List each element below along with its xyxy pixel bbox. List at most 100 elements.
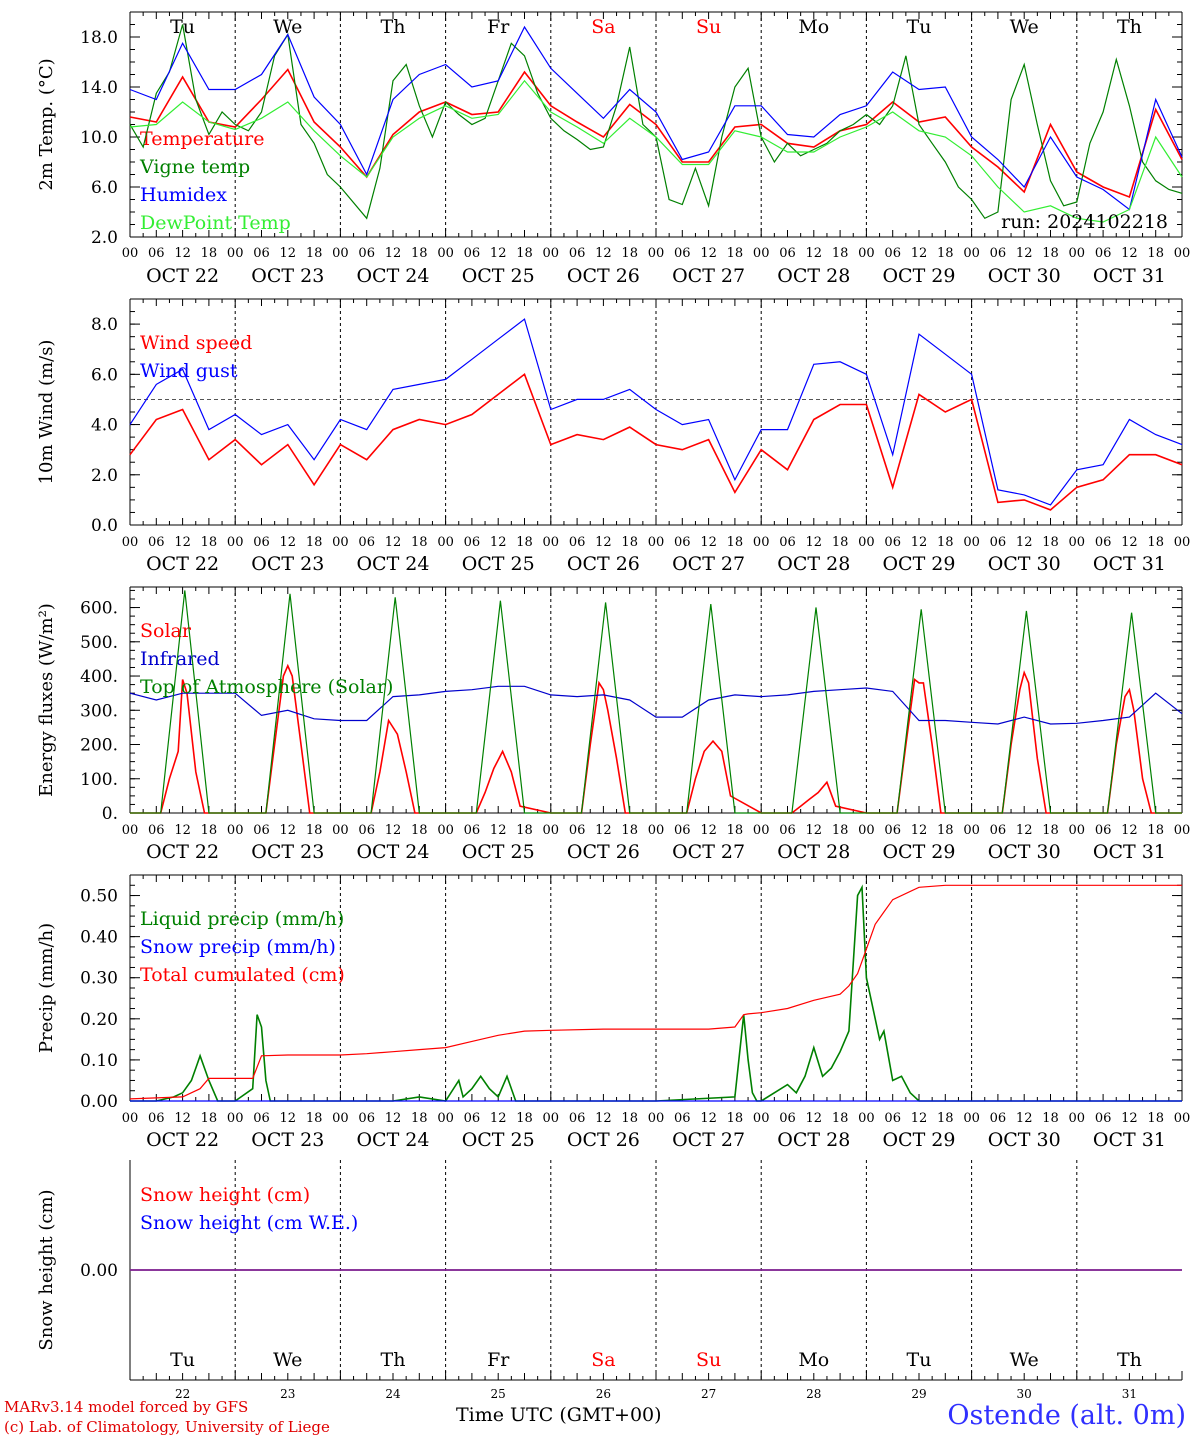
- hour-tick-label: 12: [490, 1111, 507, 1126]
- hour-tick-label: 00: [543, 1111, 560, 1126]
- y-tick-label: 300.: [80, 701, 118, 721]
- hour-tick-label: 06: [569, 535, 586, 550]
- hour-tick-label: 18: [937, 1111, 954, 1126]
- hour-tick-label: 06: [358, 823, 375, 838]
- legend-entry: Snow height (cm): [140, 1184, 310, 1206]
- legend-entry: Wind speed: [140, 332, 252, 354]
- series-line: [129, 685, 1183, 725]
- hour-tick-label: 18: [201, 246, 218, 261]
- y-axis-title: Snow height (cm): [36, 1189, 57, 1350]
- hour-tick-label: 18: [1147, 823, 1164, 838]
- day-label: OCT 29: [882, 841, 955, 863]
- hour-tick-label: 00: [543, 823, 560, 838]
- day-label: OCT 31: [1093, 265, 1166, 287]
- day-number-label: 23: [280, 1387, 295, 1401]
- hour-tick-label: 00: [1069, 246, 1086, 261]
- hour-tick-label: 06: [779, 535, 796, 550]
- weekday-label: Th: [1117, 16, 1142, 38]
- day-number-label: 22: [175, 1387, 190, 1401]
- hour-tick-label: 18: [1042, 1111, 1059, 1126]
- series-line: [129, 25, 1183, 211]
- series-line: [129, 373, 1183, 511]
- hour-tick-label: 06: [253, 535, 270, 550]
- hour-tick-label: 18: [937, 823, 954, 838]
- y-tick-label: 0.40: [80, 928, 118, 948]
- y-tick-label: 2.0: [91, 466, 118, 486]
- series-line: [129, 68, 1183, 199]
- day-label: OCT 22: [146, 265, 219, 287]
- hour-tick-label: 06: [358, 1111, 375, 1126]
- hour-tick-label: 18: [727, 535, 744, 550]
- hour-tick-label: 00: [437, 535, 454, 550]
- day-number-label: 30: [1017, 1387, 1032, 1401]
- hour-tick-label: 12: [490, 246, 507, 261]
- hour-tick-label: 18: [727, 823, 744, 838]
- weekday-label: Tu: [170, 1349, 195, 1371]
- weekday-label: Mo: [798, 16, 829, 38]
- hour-tick-label: 12: [700, 535, 717, 550]
- hour-tick-label: 12: [385, 823, 402, 838]
- day-label: OCT 27: [672, 265, 745, 287]
- day-label: OCT 25: [462, 265, 535, 287]
- hour-tick-label: 12: [490, 823, 507, 838]
- hour-tick-label: 06: [1095, 246, 1112, 261]
- hour-tick-label: 12: [806, 246, 823, 261]
- day-label: OCT 31: [1093, 841, 1166, 863]
- hour-tick-label: 12: [174, 246, 191, 261]
- hour-tick-label: 06: [148, 823, 165, 838]
- day-label: OCT 28: [777, 841, 850, 863]
- hour-tick-label: 12: [1016, 246, 1033, 261]
- y-tick-label: 14.0: [80, 78, 118, 98]
- day-label: OCT 29: [882, 1129, 955, 1151]
- weekday-label: We: [1010, 1349, 1039, 1371]
- hour-tick-label: 00: [1069, 535, 1086, 550]
- series-line: [129, 79, 1183, 223]
- hour-tick-label: 12: [700, 823, 717, 838]
- hour-tick-label: 00: [437, 246, 454, 261]
- day-label: OCT 31: [1093, 1129, 1166, 1151]
- day-label: OCT 30: [988, 265, 1061, 287]
- hour-tick-label: 00: [648, 246, 665, 261]
- hour-tick-label: 12: [911, 246, 928, 261]
- day-label: OCT 23: [251, 1129, 324, 1151]
- day-label: OCT 30: [988, 553, 1061, 575]
- y-tick-label: 0.0: [91, 516, 118, 536]
- day-label: OCT 25: [462, 841, 535, 863]
- hour-tick-label: 06: [674, 246, 691, 261]
- day-label: OCT 27: [672, 841, 745, 863]
- y-tick-label: 500.: [80, 633, 118, 653]
- hour-tick-label: 00: [1174, 1111, 1191, 1126]
- y-tick-label: 100.: [80, 770, 118, 790]
- hour-tick-label: 00: [332, 535, 349, 550]
- hour-tick-label: 00: [122, 1111, 139, 1126]
- hour-tick-label: 18: [201, 823, 218, 838]
- hour-tick-label: 18: [411, 535, 428, 550]
- hour-tick-label: 06: [884, 535, 901, 550]
- legend-entry: Temperature: [140, 128, 264, 150]
- hour-tick-label: 18: [1147, 246, 1164, 261]
- day-label: OCT 28: [777, 1129, 850, 1151]
- hour-tick-label: 18: [621, 246, 638, 261]
- hour-tick-label: 00: [858, 823, 875, 838]
- day-label: OCT 24: [356, 1129, 429, 1151]
- day-label: OCT 23: [251, 265, 324, 287]
- hour-tick-label: 00: [122, 535, 139, 550]
- hour-tick-label: 12: [174, 823, 191, 838]
- hour-tick-label: 06: [884, 1111, 901, 1126]
- hour-tick-label: 06: [569, 1111, 586, 1126]
- hour-tick-label: 18: [411, 1111, 428, 1126]
- day-number-label: 24: [385, 1387, 401, 1401]
- hour-tick-label: 12: [700, 246, 717, 261]
- legend-entry: Solar: [140, 620, 192, 642]
- hour-tick-label: 18: [306, 535, 323, 550]
- day-label: OCT 22: [146, 553, 219, 575]
- series-line: [130, 590, 1182, 814]
- day-label: OCT 22: [146, 1129, 219, 1151]
- y-tick-label: 0.: [102, 804, 118, 824]
- hour-tick-label: 12: [700, 1111, 717, 1126]
- hour-tick-label: 06: [674, 823, 691, 838]
- hour-tick-label: 18: [306, 246, 323, 261]
- hour-tick-label: 12: [385, 246, 402, 261]
- weekday-label: Fr: [487, 1349, 510, 1371]
- hour-tick-label: 06: [1095, 823, 1112, 838]
